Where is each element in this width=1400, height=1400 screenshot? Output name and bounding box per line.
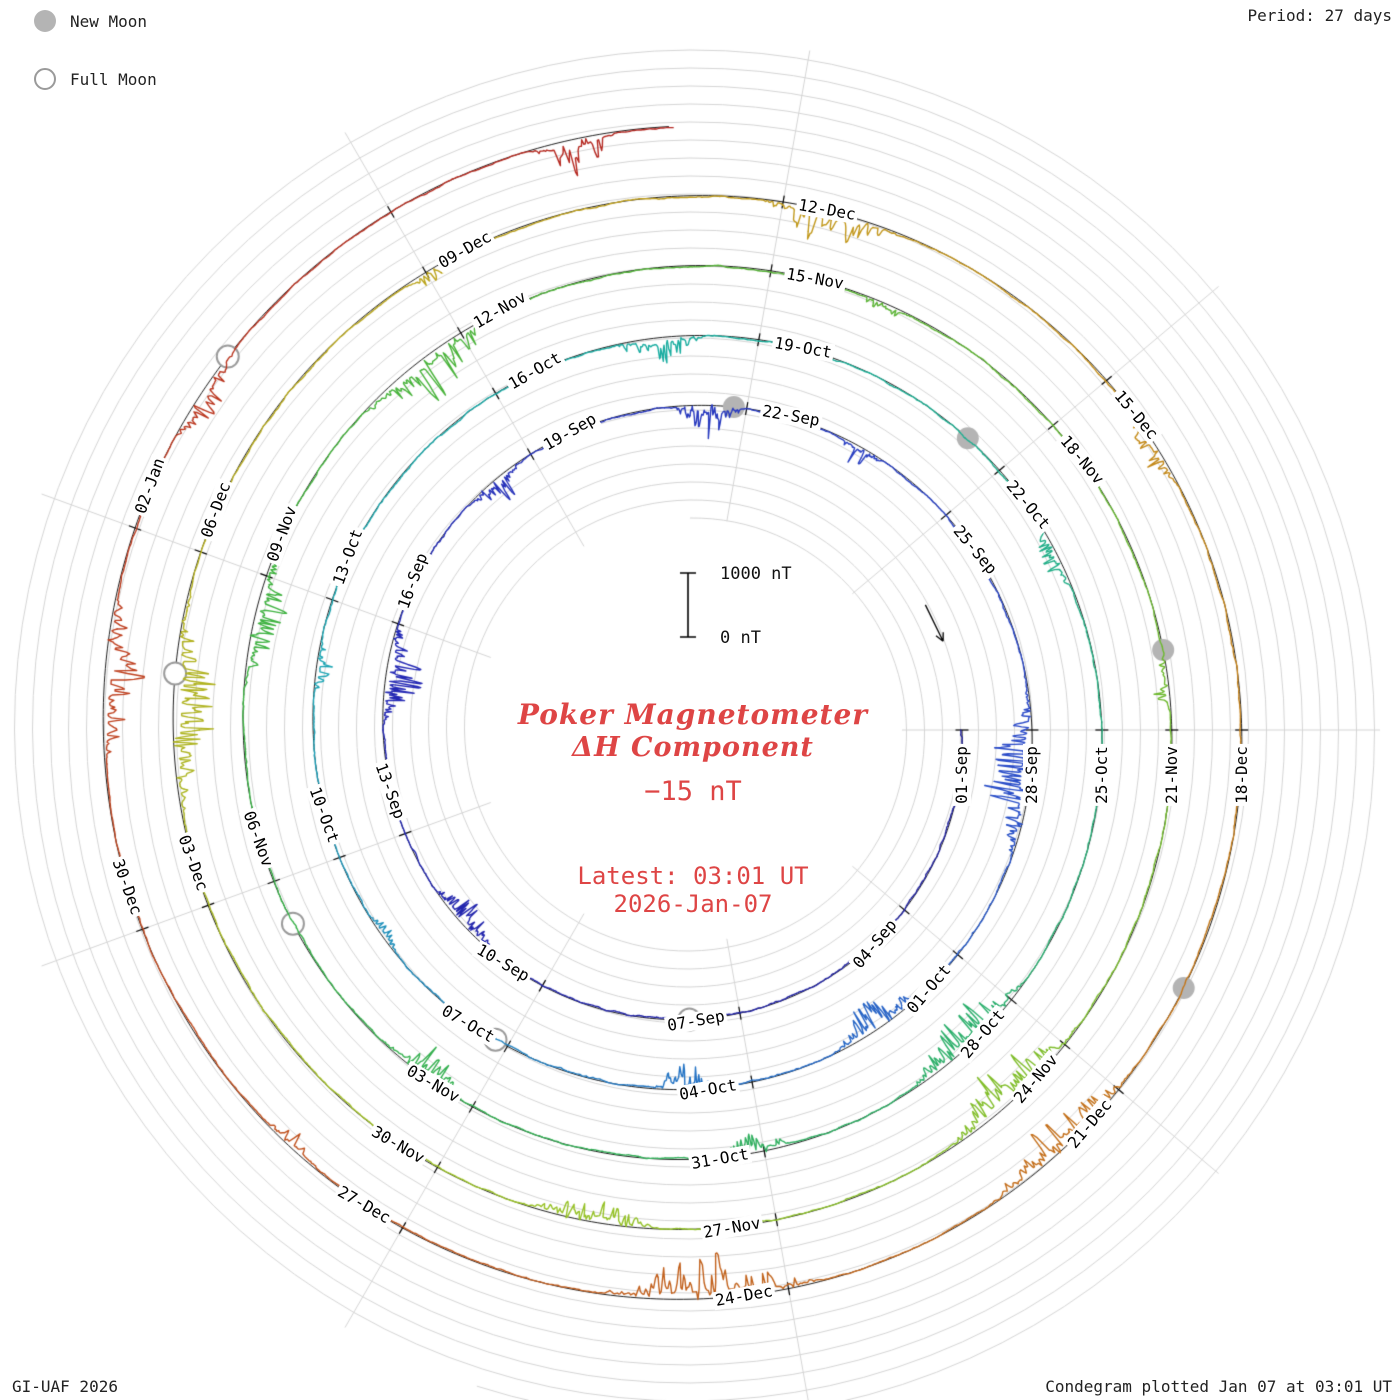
credit-label: GI-UAF 2026 [12, 1377, 118, 1396]
scale-bottom-label: 0 nT [720, 628, 761, 648]
chart-title-line1: Poker Magnetometer [517, 698, 869, 731]
plotted-label: Condegram plotted Jan 07 at 03:01 UT [1045, 1377, 1392, 1396]
latest-time-label: Latest: 03:01 UT [577, 862, 809, 890]
chart-title-line2: ΔH Component [572, 732, 814, 763]
period-label: Period: 27 days [1247, 6, 1393, 25]
legend-new-moon: New Moon [34, 10, 147, 32]
full-moon-label: Full Moon [70, 69, 157, 89]
new-moon-label: New Moon [70, 11, 148, 31]
full-moon-icon [34, 68, 56, 90]
latest-date-label: 2026-Jan-07 [613, 890, 773, 918]
legend-full-moon: Full Moon [34, 68, 157, 90]
latest-value: −15 nT [644, 776, 742, 807]
new-moon-icon [34, 10, 56, 32]
scale-top-label: 1000 nT [720, 564, 792, 584]
